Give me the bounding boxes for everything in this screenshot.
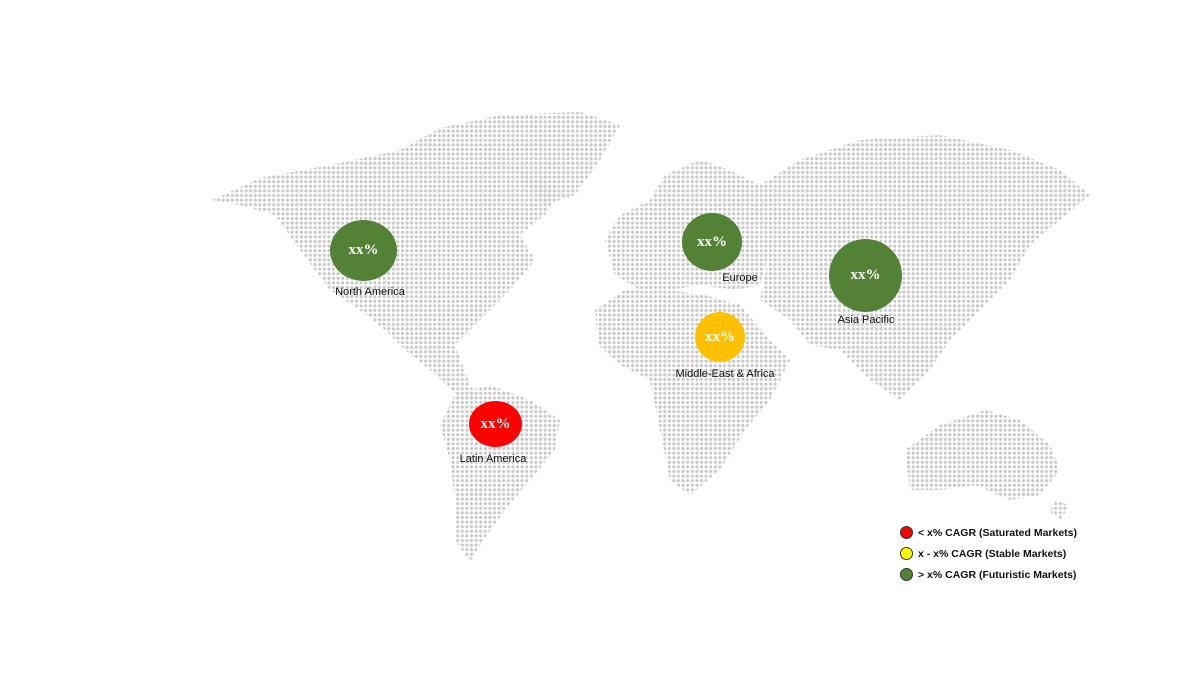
region-value: xx% (850, 267, 881, 283)
legend-label: x - x% CAGR (Stable Markets) (918, 547, 1067, 560)
africa-landmass (595, 290, 790, 495)
latin-america-bubble: xx% (469, 401, 522, 447)
greenland-landmass (440, 112, 620, 205)
north-america-label: North America (335, 286, 405, 298)
latin-america-label: Latin America (459, 453, 527, 465)
legend: < x% CAGR (Saturated Markets) x - x% CAG… (900, 522, 1077, 585)
asia-pacific-label: Asia Pacific (837, 314, 895, 326)
region-value: xx% (348, 242, 379, 258)
legend-label: < x% CAGR (Saturated Markets) (918, 526, 1078, 539)
new-zealand-landmass (1050, 500, 1068, 520)
asia-landmass (760, 135, 1090, 400)
region-value: xx% (480, 415, 511, 432)
north-america-bubble: xx% (330, 220, 397, 281)
green-dot-icon (900, 568, 913, 581)
middle-east-africa-label: Middle-East & Africa (675, 368, 775, 380)
yellow-dot-icon (900, 547, 913, 560)
europe-label: Europe (722, 272, 758, 284)
region-value: xx% (697, 233, 727, 250)
legend-item-stable: x - x% CAGR (Stable Markets) (900, 543, 1077, 564)
red-dot-icon (900, 526, 913, 539)
australia-landmass (905, 410, 1060, 500)
asia-pacific-bubble: xx% (829, 239, 902, 312)
legend-label: > x% CAGR (Futuristic Markets) (918, 568, 1077, 581)
europe-bubble: xx% (682, 213, 742, 271)
legend-item-futuristic: > x% CAGR (Futuristic Markets) (900, 564, 1077, 585)
region-value: xx% (705, 328, 735, 345)
legend-item-saturated: < x% CAGR (Saturated Markets) (900, 522, 1077, 543)
middle-east-africa-bubble: xx% (695, 312, 745, 362)
